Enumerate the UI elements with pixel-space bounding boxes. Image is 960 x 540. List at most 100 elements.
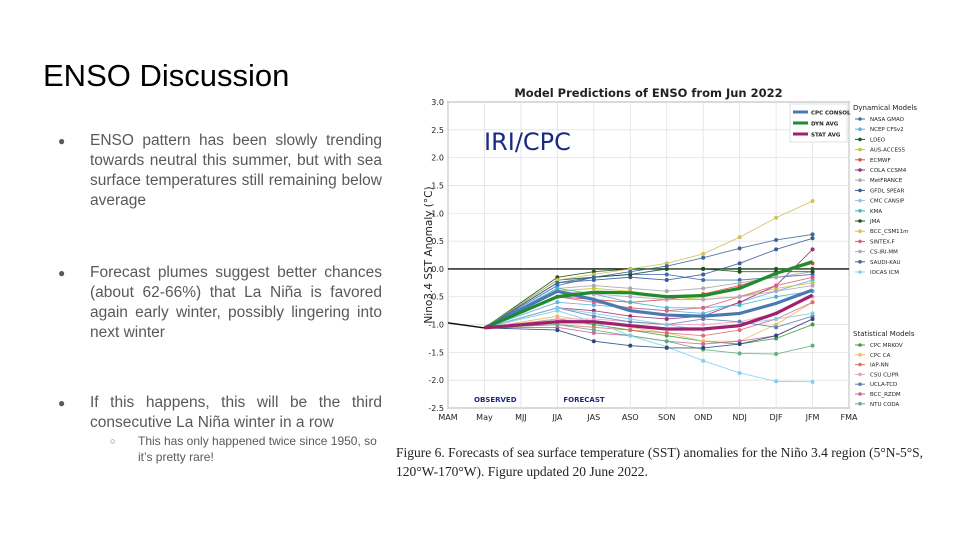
dynamical-series-point xyxy=(810,280,815,285)
dynamical-series-point xyxy=(774,266,779,271)
dynamical-series-point xyxy=(701,278,706,283)
dynamical-legend-marker xyxy=(858,229,862,233)
bullet-icon: ● xyxy=(58,266,66,280)
dynamical-series-point xyxy=(555,300,560,305)
dynamical-series-point xyxy=(737,294,742,299)
dynamical-series-point xyxy=(628,266,633,271)
dynamical-series-point xyxy=(774,275,779,280)
dynamical-series-point xyxy=(810,283,815,288)
dynamical-series-point xyxy=(810,247,815,252)
x-tick-label: FMA xyxy=(841,413,859,422)
dynamical-series-point xyxy=(810,199,815,204)
statistical-series-point xyxy=(810,343,815,348)
x-tick-label: NDJ xyxy=(732,413,747,422)
statistical-series-point xyxy=(810,300,815,305)
dynamical-series-point xyxy=(810,311,815,316)
statistical-legend-marker xyxy=(858,392,862,396)
dynamical-legend-label: SAUDI-KAU xyxy=(870,260,901,266)
statistical-legend-title: Statistical Models xyxy=(853,330,915,338)
y-tick-label: -1.5 xyxy=(428,348,444,357)
observed-line xyxy=(447,322,485,329)
dynamical-legend-label: IOCAS ICM xyxy=(870,270,899,276)
dynamical-series-point xyxy=(628,333,633,338)
statistical-series-point xyxy=(555,314,560,319)
bullet-text: Forecast plumes suggest better chances (… xyxy=(90,264,382,341)
y-tick-label: -2.5 xyxy=(428,404,444,413)
dynamical-series-point xyxy=(628,272,633,277)
x-tick-label: MJJ xyxy=(515,413,527,422)
statistical-legend-label: BCC_RZDM xyxy=(870,392,901,398)
dynamical-series-point xyxy=(737,235,742,240)
bullet-text: If this happens, this will be the third … xyxy=(90,394,382,431)
model-series-point xyxy=(701,345,706,350)
statistical-legend-label: UCLA-TCD xyxy=(870,382,897,388)
dynamical-series-point xyxy=(774,286,779,291)
dynamical-legend-label: JMA xyxy=(869,219,880,225)
slide-title: ENSO Discussion xyxy=(43,58,290,93)
x-tick-label: MAM xyxy=(438,413,457,422)
statistical-series-point xyxy=(628,328,633,333)
dynamical-series-point xyxy=(810,236,815,241)
dynamical-legend-label: GFDL SPEAR xyxy=(870,188,905,194)
chart-title: Model Predictions of ENSO from Jun 2022 xyxy=(514,86,782,100)
dynamical-series-point xyxy=(628,286,633,291)
dynamical-legend-label: CMC CANSIP xyxy=(870,199,905,205)
dynamical-series-point xyxy=(555,308,560,313)
dynamical-series-point xyxy=(628,314,633,319)
dynamical-series-point xyxy=(701,272,706,277)
dynamical-series-point xyxy=(810,275,815,280)
figure-caption: Figure 6. Forecasts of sea surface tempe… xyxy=(396,445,924,479)
dynamical-series-point xyxy=(774,289,779,294)
statistical-series-point xyxy=(664,330,669,335)
y-tick-label: -0.5 xyxy=(428,293,444,302)
statistical-series-point xyxy=(628,319,633,324)
dynamical-series-point xyxy=(774,379,779,384)
y-tick-label: 1.0 xyxy=(431,209,444,218)
dynamical-series-point xyxy=(628,269,633,274)
y-tick-label: 2.0 xyxy=(431,154,444,163)
statistical-series-point xyxy=(701,316,706,321)
enso-chart: -2.5 -2.0 -1.5 -1.0 -0.5 0.0 0.5 1.0 1.5 2.0 2.5 3.… xyxy=(418,84,938,434)
dynamical-series-point xyxy=(591,286,596,291)
statistical-series-point xyxy=(555,322,560,327)
statistical-legend-label: CSU CLIPR xyxy=(870,372,899,378)
dynamical-series-point xyxy=(810,278,815,283)
statistical-series-point xyxy=(701,322,706,327)
averages-legend-label: STAT AVG xyxy=(811,133,841,139)
statistical-legend-label: CPC CA xyxy=(870,353,891,359)
x-tick-label: JFM xyxy=(805,413,820,422)
statistical-series-point xyxy=(591,330,596,335)
statistical-series-point xyxy=(737,319,742,324)
dynamical-series-point xyxy=(591,308,596,313)
dynamical-legend-label: ECMWF xyxy=(870,158,891,164)
statistical-series-point xyxy=(555,316,560,321)
dynamical-series-point xyxy=(591,311,596,316)
dynamical-series-point xyxy=(737,300,742,305)
sub-bullet-icon: ○ xyxy=(110,436,116,446)
dynamical-legend-label: SINTEX-F xyxy=(870,239,895,245)
statistical-series-point xyxy=(591,322,596,327)
dynamical-legend-marker xyxy=(858,219,862,223)
dynamical-series-point xyxy=(591,275,596,280)
dynamical-legend-label: NCEP CFSv2 xyxy=(870,127,904,133)
statistical-series-point xyxy=(555,325,560,330)
y-tick-label: 0.5 xyxy=(431,237,444,246)
dynamical-legend-marker xyxy=(858,239,862,244)
x-tick-label: SON xyxy=(658,413,675,422)
dynamical-legend-marker xyxy=(858,178,862,182)
statistical-legend-label: CPC MRKOV xyxy=(870,343,903,349)
dynamical-series-point xyxy=(664,316,669,321)
dynamical-series-point xyxy=(701,251,706,256)
dynamical-legend-marker xyxy=(858,188,862,193)
dynamical-series-point xyxy=(737,246,742,251)
x-tick-label: May xyxy=(476,413,493,422)
dynamical-series-point xyxy=(737,303,742,308)
dynamical-series-point xyxy=(737,278,742,283)
dynamical-series-point xyxy=(774,247,779,252)
statistical-series-point xyxy=(774,325,779,330)
dynamical-legend-marker xyxy=(858,168,862,172)
statistical-series-point xyxy=(737,328,742,333)
dynamical-series-point xyxy=(774,215,779,220)
dynamical-series-point xyxy=(664,305,669,310)
average-series-line xyxy=(484,293,814,331)
